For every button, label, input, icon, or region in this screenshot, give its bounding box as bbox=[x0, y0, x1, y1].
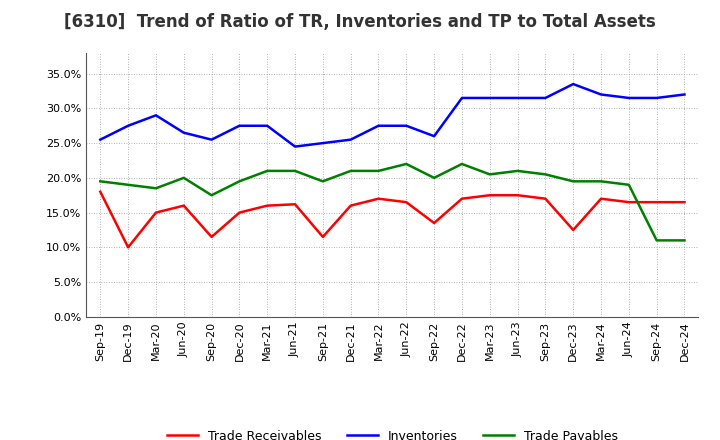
Trade Receivables bbox=[485, 193, 494, 198]
Inventories bbox=[430, 133, 438, 139]
Trade Payables bbox=[597, 179, 606, 184]
Inventories bbox=[541, 95, 550, 101]
Inventories bbox=[374, 123, 383, 128]
Trade Receivables bbox=[207, 234, 216, 239]
Trade Payables bbox=[430, 175, 438, 180]
Inventories bbox=[680, 92, 689, 97]
Trade Payables bbox=[680, 238, 689, 243]
Trade Payables bbox=[652, 238, 661, 243]
Legend: Trade Receivables, Inventories, Trade Payables: Trade Receivables, Inventories, Trade Pa… bbox=[162, 425, 623, 440]
Inventories bbox=[597, 92, 606, 97]
Inventories bbox=[652, 95, 661, 101]
Inventories bbox=[318, 140, 327, 146]
Trade Payables bbox=[346, 168, 355, 173]
Trade Payables bbox=[402, 161, 410, 167]
Inventories bbox=[263, 123, 271, 128]
Trade Payables bbox=[152, 186, 161, 191]
Trade Payables bbox=[485, 172, 494, 177]
Trade Payables bbox=[318, 179, 327, 184]
Trade Receivables bbox=[513, 193, 522, 198]
Inventories bbox=[485, 95, 494, 101]
Inventories bbox=[124, 123, 132, 128]
Trade Receivables bbox=[124, 245, 132, 250]
Trade Payables bbox=[96, 179, 104, 184]
Inventories bbox=[569, 81, 577, 87]
Trade Receivables bbox=[179, 203, 188, 208]
Trade Receivables bbox=[541, 196, 550, 202]
Line: Trade Payables: Trade Payables bbox=[100, 164, 685, 240]
Trade Receivables bbox=[346, 203, 355, 208]
Trade Payables bbox=[207, 193, 216, 198]
Trade Payables bbox=[263, 168, 271, 173]
Trade Payables bbox=[374, 168, 383, 173]
Trade Payables bbox=[513, 168, 522, 173]
Trade Payables bbox=[235, 179, 243, 184]
Trade Receivables bbox=[402, 199, 410, 205]
Trade Payables bbox=[291, 168, 300, 173]
Trade Receivables bbox=[597, 196, 606, 202]
Trade Receivables bbox=[458, 196, 467, 202]
Trade Receivables bbox=[291, 202, 300, 207]
Trade Payables bbox=[569, 179, 577, 184]
Trade Receivables bbox=[624, 199, 633, 205]
Text: [6310]  Trend of Ratio of TR, Inventories and TP to Total Assets: [6310] Trend of Ratio of TR, Inventories… bbox=[64, 13, 656, 31]
Inventories bbox=[96, 137, 104, 142]
Trade Receivables bbox=[652, 199, 661, 205]
Trade Receivables bbox=[263, 203, 271, 208]
Line: Inventories: Inventories bbox=[100, 84, 685, 147]
Inventories bbox=[152, 113, 161, 118]
Trade Receivables bbox=[680, 199, 689, 205]
Line: Trade Receivables: Trade Receivables bbox=[100, 192, 685, 247]
Trade Payables bbox=[541, 172, 550, 177]
Inventories bbox=[235, 123, 243, 128]
Inventories bbox=[207, 137, 216, 142]
Trade Payables bbox=[179, 175, 188, 180]
Trade Payables bbox=[624, 182, 633, 187]
Trade Receivables bbox=[235, 210, 243, 215]
Inventories bbox=[402, 123, 410, 128]
Trade Receivables bbox=[96, 189, 104, 194]
Trade Payables bbox=[124, 182, 132, 187]
Inventories bbox=[458, 95, 467, 101]
Trade Receivables bbox=[374, 196, 383, 202]
Inventories bbox=[291, 144, 300, 149]
Trade Receivables bbox=[152, 210, 161, 215]
Trade Receivables bbox=[569, 227, 577, 233]
Inventories bbox=[624, 95, 633, 101]
Trade Payables bbox=[458, 161, 467, 167]
Inventories bbox=[346, 137, 355, 142]
Trade Receivables bbox=[318, 234, 327, 239]
Inventories bbox=[513, 95, 522, 101]
Trade Receivables bbox=[430, 220, 438, 226]
Inventories bbox=[179, 130, 188, 136]
